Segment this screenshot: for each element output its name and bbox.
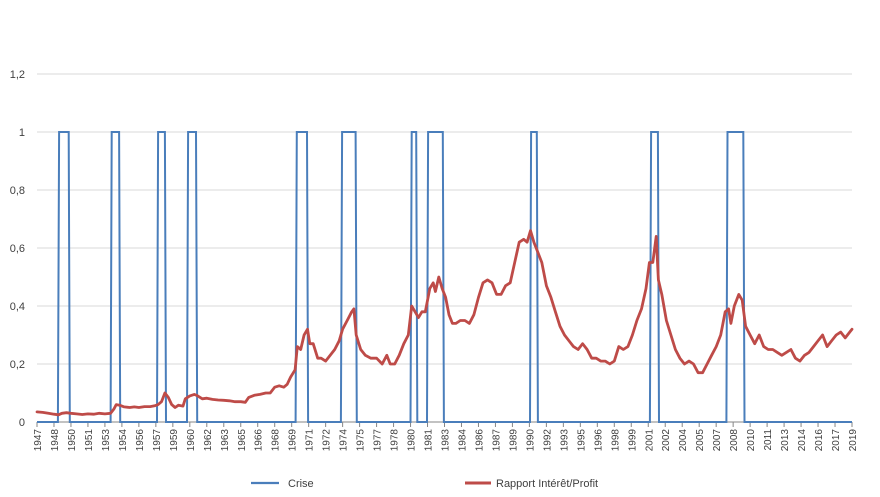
x-tick-label: 2011 (763, 429, 774, 451)
y-tick-label: 1,2 (10, 69, 25, 81)
legend: Crise Rapport Intérêt/Profit (251, 478, 598, 490)
x-tick-label: 1993 (559, 429, 570, 452)
x-tick-label: 1951 (84, 429, 95, 452)
gridlines (37, 73, 852, 365)
x-tick-label: 1962 (203, 429, 214, 452)
x-tick-label: 2008 (729, 429, 740, 452)
x-tick-label: 1981 (424, 429, 435, 452)
y-tick-label: 0 (19, 417, 25, 429)
x-tick-label: 1969 (288, 429, 299, 452)
x-tick-label: 1980 (407, 429, 418, 452)
x-tick-label: 1983 (441, 429, 452, 452)
y-tick-label: 0,2 (10, 359, 25, 371)
x-tick-label: 1989 (508, 429, 519, 452)
legend-label-rapport: Rapport Intérêt/Profit (496, 478, 598, 490)
x-tick-label: 1995 (576, 429, 587, 452)
y-tick-label: 1 (19, 127, 25, 139)
x-tick-label: 2005 (695, 429, 706, 452)
x-tick-label: 2001 (644, 429, 655, 452)
y-axis-tick-labels: 0 0,2 0,4 0,6 0,8 1 1,2 (10, 69, 25, 429)
x-tick-label: 2016 (814, 429, 825, 452)
x-tick-label: 1987 (491, 429, 502, 452)
series-line-crise (37, 131, 852, 423)
x-tick-label: 2019 (848, 429, 859, 452)
x-tick-label: 2014 (797, 429, 808, 452)
plot-area (35, 131, 854, 423)
x-tick-label: 2010 (746, 429, 757, 452)
x-tick-label: 1948 (50, 429, 61, 452)
x-tick-label: 1996 (593, 429, 604, 452)
x-tick-label: 1956 (135, 429, 146, 452)
x-tick-label: 1957 (152, 429, 163, 452)
x-tick-label: 1954 (118, 429, 129, 452)
x-tick-label: 1950 (67, 429, 78, 452)
x-tick-label: 1984 (457, 429, 468, 452)
x-tick-label: 1975 (356, 429, 367, 452)
x-tick-label: 2013 (780, 429, 791, 452)
x-tick-label: 1992 (542, 429, 553, 452)
x-tick-label: 1966 (254, 429, 265, 452)
x-axis-tick-labels: 1947 1948 1950 1951 1953 1954 1956 1957 1959 1960… (33, 429, 859, 452)
x-tick-label: 1978 (390, 429, 401, 452)
y-tick-label: 0,8 (10, 185, 25, 197)
series-line-rapport (35, 229, 854, 417)
x-tick-label: 1965 (237, 429, 248, 452)
x-tick-label: 1960 (186, 429, 197, 452)
x-tick-label: 1972 (322, 429, 333, 452)
x-tick-label: 1971 (305, 429, 316, 452)
x-tick-label: 1999 (627, 429, 638, 452)
y-tick-label: 0,6 (10, 243, 25, 255)
x-tick-label: 2017 (831, 429, 842, 452)
legend-label-crise: Crise (288, 478, 314, 490)
x-tick-label: 2002 (661, 429, 672, 452)
x-tick-label: 1986 (474, 429, 485, 452)
x-tick-label: 2007 (712, 429, 723, 452)
x-tick-label: 1968 (271, 429, 282, 452)
x-tick-label: 1990 (525, 429, 536, 452)
x-tick-label: 1953 (101, 429, 112, 452)
x-tick-label: 1977 (373, 429, 384, 452)
x-tick-label: 1974 (339, 429, 350, 452)
x-tick-label: 1998 (610, 429, 621, 452)
x-tick-label: 2004 (678, 429, 689, 452)
y-tick-label: 0,4 (10, 301, 25, 313)
x-tick-label: 1947 (33, 429, 44, 452)
x-tick-label: 1959 (169, 429, 180, 452)
x-tick-label: 1963 (220, 429, 231, 452)
